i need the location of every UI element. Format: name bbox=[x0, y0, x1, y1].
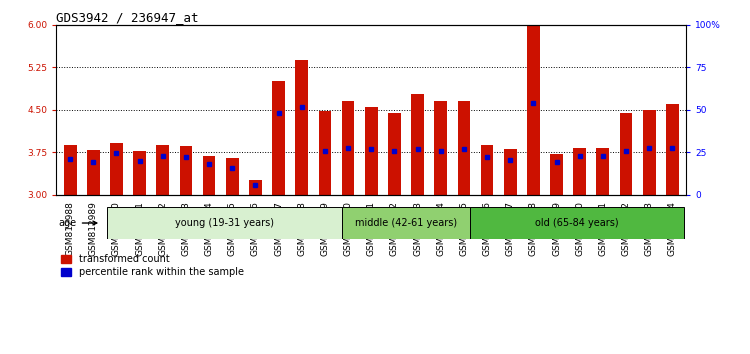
Legend: transformed count, percentile rank within the sample: transformed count, percentile rank withi… bbox=[61, 255, 244, 277]
Bar bbox=[550, 154, 563, 195]
Bar bbox=[342, 101, 355, 195]
Bar bbox=[365, 107, 377, 195]
Text: young (19-31 years): young (19-31 years) bbox=[176, 218, 274, 228]
Bar bbox=[249, 180, 262, 195]
Bar bbox=[226, 159, 238, 195]
Bar bbox=[620, 113, 632, 195]
Bar bbox=[434, 101, 447, 195]
Bar bbox=[179, 146, 192, 195]
Bar bbox=[107, 207, 342, 239]
Bar bbox=[573, 148, 586, 195]
Bar bbox=[319, 112, 332, 195]
Text: GDS3942 / 236947_at: GDS3942 / 236947_at bbox=[56, 11, 199, 24]
Bar bbox=[296, 60, 308, 195]
Bar bbox=[504, 149, 517, 195]
Bar bbox=[527, 27, 540, 195]
Bar bbox=[134, 151, 146, 195]
Bar bbox=[596, 148, 609, 195]
Bar bbox=[110, 143, 123, 195]
Bar bbox=[411, 94, 424, 195]
Bar bbox=[458, 101, 470, 195]
Bar bbox=[202, 156, 215, 195]
Text: middle (42-61 years): middle (42-61 years) bbox=[356, 218, 458, 228]
Bar bbox=[643, 110, 656, 195]
Text: age: age bbox=[58, 218, 97, 228]
Bar bbox=[157, 145, 170, 195]
Bar bbox=[388, 113, 400, 195]
Bar bbox=[666, 104, 679, 195]
Bar bbox=[64, 145, 76, 195]
Bar bbox=[342, 207, 470, 239]
Bar bbox=[481, 145, 494, 195]
Text: old (65-84 years): old (65-84 years) bbox=[536, 218, 619, 228]
Bar bbox=[272, 81, 285, 195]
Bar bbox=[470, 207, 684, 239]
Bar bbox=[87, 150, 100, 195]
